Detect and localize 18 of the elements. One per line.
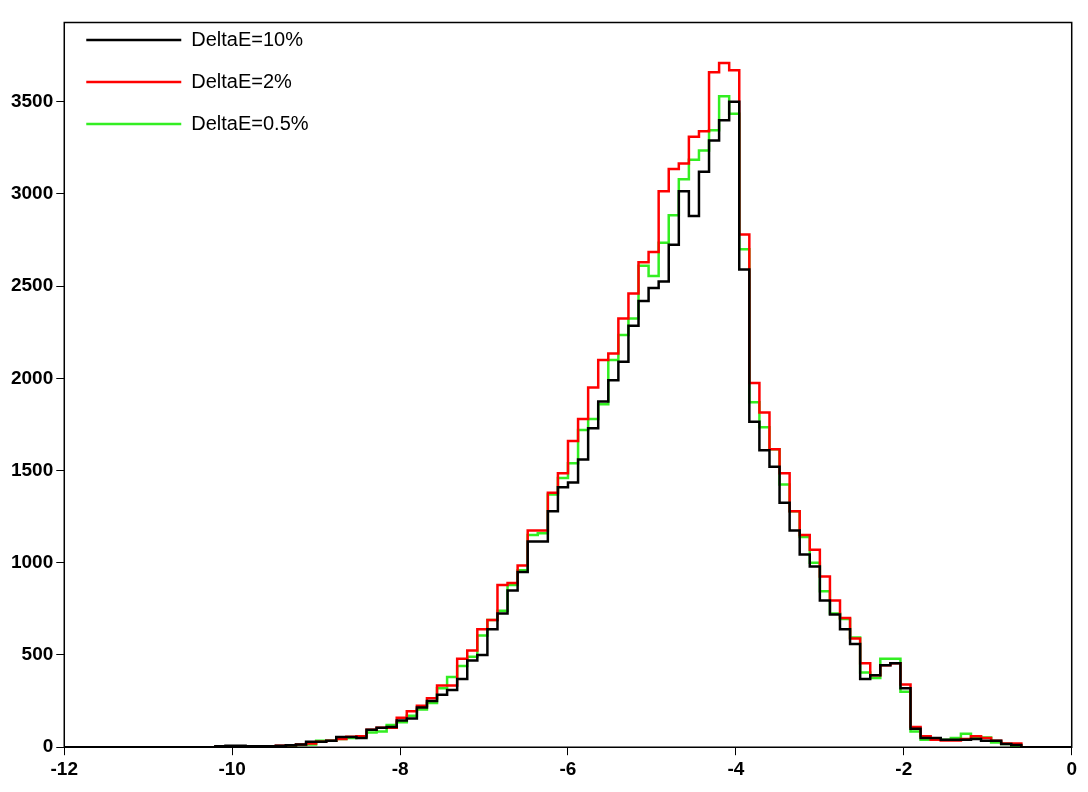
x-tick-label: -2 — [895, 757, 913, 779]
y-tick-label: 1500 — [10, 458, 54, 480]
x-tick-label: -10 — [218, 757, 246, 779]
x-tick-label: -12 — [50, 757, 78, 779]
y-tick-label: 2000 — [10, 366, 54, 388]
y-tick-label: 3000 — [10, 182, 54, 204]
legend-label: DeltaE=2% — [191, 69, 293, 92]
y-tick-label: 3500 — [10, 89, 54, 111]
y-tick-label: 1000 — [10, 551, 54, 573]
y-tick-label: 2500 — [10, 274, 54, 296]
y-tick-label: 0 — [42, 735, 54, 757]
x-tick-label: 0 — [1066, 757, 1078, 779]
x-tick-label: -6 — [559, 757, 577, 779]
legend-label: DeltaE=10% — [191, 27, 304, 50]
x-tick-label: -8 — [391, 757, 409, 779]
y-tick-label: 500 — [21, 643, 54, 665]
x-tick-label: -4 — [727, 757, 745, 779]
legend-label: DeltaE=0.5% — [191, 111, 309, 134]
